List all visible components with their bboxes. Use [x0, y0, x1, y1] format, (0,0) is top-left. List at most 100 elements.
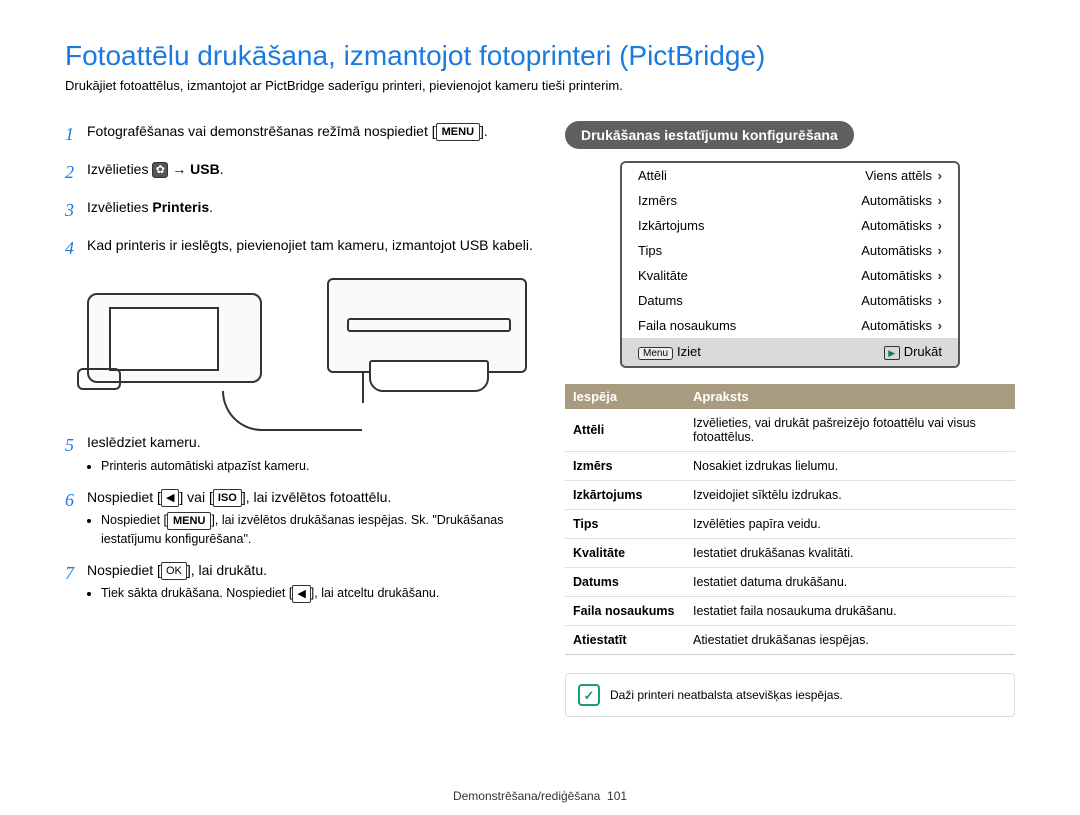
printer-icon	[327, 278, 527, 373]
left-key-icon: ◀	[292, 585, 310, 603]
note-box: ✓ Daži printeri neatbalsta atsevišķas ie…	[565, 673, 1015, 717]
option-key: Izkārtojums	[565, 481, 685, 510]
chevron-right-icon: ›	[938, 293, 942, 308]
ui-row-label: Izkārtojums	[638, 218, 704, 233]
camera-printer-illustration	[87, 273, 527, 418]
chevron-right-icon: ›	[938, 168, 942, 183]
step-number: 4	[65, 235, 87, 261]
option-desc: Izvēlieties, vai drukāt pašreizējo fotoa…	[685, 409, 1015, 452]
step-number: 1	[65, 121, 87, 147]
option-desc: Nosakiet izdrukas lielumu.	[685, 452, 1015, 481]
step-bullet: Printeris automātiski atpazīst kameru.	[101, 457, 535, 475]
step-text: Izvēlieties	[87, 161, 152, 177]
ui-row: IzkārtojumsAutomātisks ›	[622, 213, 958, 238]
chevron-right-icon: ›	[938, 268, 942, 283]
dot: .	[209, 199, 213, 215]
step-text: Fotografēšanas vai demonstrēšanas režīmā…	[87, 123, 436, 139]
option-key: Kvalitāte	[565, 539, 685, 568]
step-4: 4 Kad printeris ir ieslēgts, pievienojie…	[65, 235, 535, 261]
option-key: Tips	[565, 510, 685, 539]
ui-row-label: Kvalitāte	[638, 268, 688, 283]
table-row: TipsIzvēlēties papīra veidu.	[565, 510, 1015, 539]
arrow: →	[168, 161, 190, 177]
check-icon: ✓	[578, 684, 600, 706]
ui-row-value: Automātisks ›	[861, 293, 942, 308]
step-text: Nospiediet [	[87, 489, 161, 505]
option-key: Atiestatīt	[565, 626, 685, 655]
option-desc: Iestatiet faila nosaukuma drukāšanu.	[685, 597, 1015, 626]
ui-row-value: Automātisks ›	[861, 193, 942, 208]
footer-page-number: 101	[607, 789, 627, 803]
left-column: 1 Fotografēšanas vai demonstrēšanas režī…	[65, 121, 535, 717]
right-column: Drukāšanas iestatījumu konfigurēšana Att…	[565, 121, 1015, 717]
ui-row: Faila nosaukums Automātisks ›	[622, 313, 958, 338]
ui-row: Tips Automātisks ›	[622, 238, 958, 263]
ui-row-value: Automātisks ›	[861, 318, 942, 333]
page-title: Fotoattēlu drukāšana, izmantojot fotopri…	[65, 40, 1015, 72]
ui-exit: Menu Iziet	[638, 344, 701, 360]
ui-row: Izmērs Automātisks ›	[622, 188, 958, 213]
option-key: Izmērs	[565, 452, 685, 481]
usb-cable-icon	[222, 391, 362, 431]
chevron-right-icon: ›	[938, 193, 942, 208]
table-header-desc: Apraksts	[685, 384, 1015, 409]
ui-exit-label: Iziet	[677, 344, 701, 359]
table-row: AtiestatītAtiestatiet drukāšanas iespēja…	[565, 626, 1015, 655]
ui-print-label: Drukāt	[904, 344, 942, 359]
bullet-text: ], lai atceltu drukāšanu.	[311, 586, 440, 600]
ui-row: Kvalitāte Automātisks ›	[622, 263, 958, 288]
step-2: 2 Izvēlieties ✿ → USB.	[65, 159, 535, 185]
step-text: ], lai izvēlētos fotoattēlu.	[242, 489, 391, 505]
iso-key-icon: ISO	[213, 489, 242, 507]
usb-label: USB	[190, 161, 220, 177]
step-text: Ieslēdziet kameru.	[87, 434, 201, 450]
ui-row-value: Automātisks ›	[861, 268, 942, 283]
step-text: ], lai drukātu.	[187, 562, 267, 578]
step-6: 6 Nospiediet [◀] vai [ISO], lai izvēlēto…	[65, 487, 535, 548]
gear-icon: ✿	[152, 162, 168, 178]
ok-key-icon: OK	[161, 562, 187, 580]
ui-row: Datums Automātisks ›	[622, 288, 958, 313]
step-text: Kad printeris ir ieslēgts, pievienojiet …	[87, 235, 535, 261]
note-text: Daži printeri neatbalsta atsevišķas iesp…	[610, 688, 843, 702]
menu-badge: MENU	[436, 123, 480, 141]
table-row: KvalitāteIestatiet drukāšanas kvalitāti.	[565, 539, 1015, 568]
page-subtitle: Drukājiet fotoattēlus, izmantojot ar Pic…	[65, 78, 1015, 93]
bullet-text: Nospiediet [	[101, 513, 167, 527]
table-row: AttēliIzvēlieties, vai drukāt pašreizējo…	[565, 409, 1015, 452]
step-number: 7	[65, 560, 87, 603]
option-desc: Atiestatiet drukāšanas iespējas.	[685, 626, 1015, 655]
option-desc: Izveidojiet sīktēlu izdrukas.	[685, 481, 1015, 510]
chevron-right-icon: ›	[938, 243, 942, 258]
table-row: IzkārtojumsIzveidojiet sīktēlu izdrukas.	[565, 481, 1015, 510]
table-row: DatumsIestatiet datuma drukāšanu.	[565, 568, 1015, 597]
ui-row-label: Attēli	[638, 168, 667, 183]
table-row: IzmērsNosakiet izdrukas lielumu.	[565, 452, 1015, 481]
menu-badge: MENU	[167, 512, 211, 530]
ui-row-label: Tips	[638, 243, 662, 258]
ui-row-value: Automātisks ›	[861, 243, 942, 258]
step-1: 1 Fotografēšanas vai demonstrēšanas režī…	[65, 121, 535, 147]
step-bullet: Tiek sākta drukāšana. Nospiediet [◀], la…	[101, 584, 535, 603]
step-text: ] vai [	[179, 489, 212, 505]
ui-row-label: Faila nosaukums	[638, 318, 736, 333]
camera-ui-mock: AttēliViens attēls ›IzmērsAutomātisks ›I…	[620, 161, 960, 368]
option-key: Attēli	[565, 409, 685, 452]
option-desc: Iestatiet datuma drukāšanu.	[685, 568, 1015, 597]
step-number: 6	[65, 487, 87, 548]
menu-badge-icon: Menu	[638, 347, 673, 360]
option-key: Datums	[565, 568, 685, 597]
play-badge-icon: ▶	[884, 346, 900, 360]
config-heading-pill: Drukāšanas iestatījumu konfigurēšana	[565, 121, 854, 149]
table-header-option: Iespēja	[565, 384, 685, 409]
step-number: 5	[65, 432, 87, 474]
ui-row: AttēliViens attēls ›	[622, 163, 958, 188]
ui-row-label: Izmērs	[638, 193, 677, 208]
step-number: 2	[65, 159, 87, 185]
chevron-right-icon: ›	[938, 318, 942, 333]
step-7: 7 Nospiediet [OK], lai drukātu. Tiek sāk…	[65, 560, 535, 603]
step-5: 5 Ieslēdziet kameru. Printeris automātis…	[65, 432, 535, 474]
option-desc: Iestatiet drukāšanas kvalitāti.	[685, 539, 1015, 568]
dot: .	[220, 161, 224, 177]
ui-row-label: Datums	[638, 293, 683, 308]
